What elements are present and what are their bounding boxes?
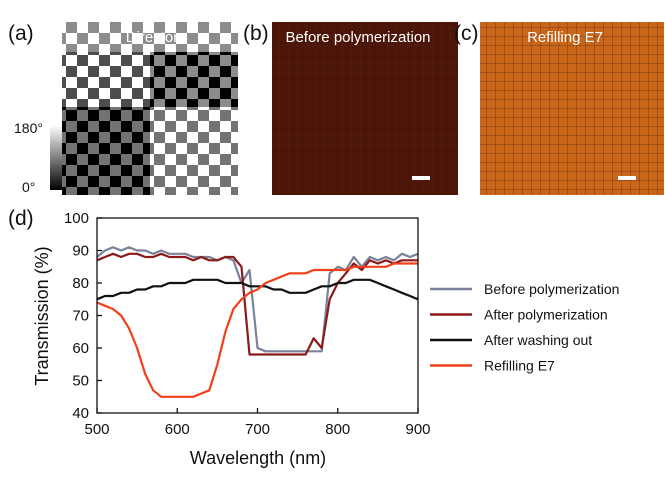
- shade: [62, 22, 238, 52]
- x-tick-label: 500: [84, 421, 109, 438]
- y-tick-label: 90: [72, 243, 89, 260]
- panel-b: (b) Before polymerization: [243, 22, 458, 195]
- y-axis-title: Transmission (%): [32, 246, 52, 385]
- legend-label: Refilling E7: [484, 358, 555, 374]
- legend-label: After washing out: [484, 332, 592, 348]
- x-axis-title: Wavelength (nm): [190, 448, 326, 468]
- scale-bar: [412, 176, 430, 180]
- shade: [62, 52, 150, 107]
- shade: [150, 52, 238, 107]
- plot-frame: [96, 217, 419, 414]
- y-tick-label: 60: [72, 340, 89, 357]
- x-tick-label: 800: [325, 421, 350, 438]
- y-tick-label: 50: [72, 373, 89, 390]
- panel-a: (a) Director 180° 0°: [8, 22, 238, 195]
- y-tick-label: 100: [64, 210, 89, 227]
- legend-label: Before polymerization: [484, 281, 619, 297]
- panel-label: (d): [8, 207, 34, 230]
- panel-c: (c) Refilling E7: [454, 22, 664, 195]
- panel-label: (a): [8, 22, 34, 45]
- y-tick-label: 40: [72, 405, 89, 422]
- colorbar-label: 180°: [14, 120, 43, 136]
- x-tick-label: 900: [405, 421, 430, 438]
- plot: 40 50 60 70 80 90 100 500 600 700 800 900 Before pol…: [64, 210, 619, 438]
- y-tick-label: 70: [72, 308, 89, 325]
- colorbar-label: 0°: [22, 179, 35, 195]
- series-line: [96, 246, 419, 353]
- panel-title: Director: [126, 29, 179, 46]
- x-tick-label: 700: [245, 421, 270, 438]
- panel-title: Before polymerization: [285, 29, 430, 46]
- shade: [150, 107, 238, 195]
- series-line: [96, 262, 418, 398]
- y-tick-label: 80: [72, 275, 89, 292]
- panel-title: Refilling E7: [527, 29, 603, 46]
- micrograph: [272, 22, 458, 195]
- scale-bar: [618, 176, 636, 180]
- colorbar: [50, 125, 62, 190]
- shade: [62, 107, 150, 195]
- micrograph: [480, 22, 664, 195]
- x-tick-label: 600: [165, 421, 190, 438]
- legend-label: After polymerization: [484, 307, 608, 323]
- panel-label: (c): [454, 22, 479, 45]
- panel-label: (b): [243, 22, 269, 45]
- series-line: [96, 278, 419, 301]
